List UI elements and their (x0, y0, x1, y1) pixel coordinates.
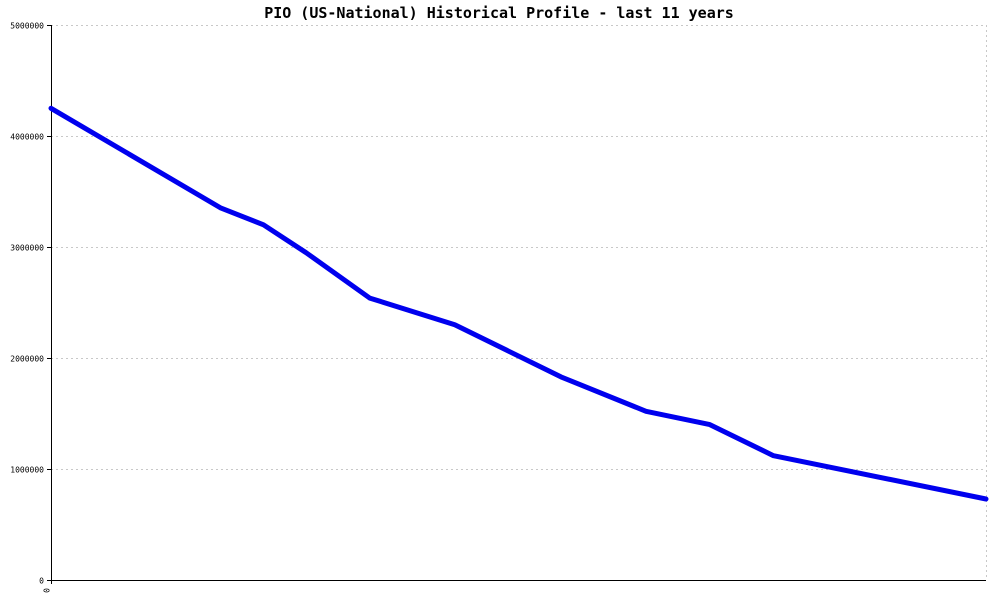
series-line (48, 105, 989, 502)
x-tick-label: 0 (43, 588, 52, 593)
grid-layer (51, 25, 987, 580)
y-tick-label: 3000000 (10, 244, 44, 253)
y-tick-label: 1000000 (10, 466, 44, 475)
y-tick-label: 5000000 (10, 22, 44, 31)
series-layer (48, 105, 989, 502)
y-tick-label: 0 (39, 577, 44, 586)
chart-title: PIO (US-National) Historical Profile - l… (264, 4, 734, 22)
y-tick-label: 2000000 (10, 355, 44, 364)
axes-layer (47, 25, 986, 584)
y-tick-labels: 0 1000000 2000000 3000000 4000000 5000000 (10, 22, 44, 586)
x-tick-labels: 0 (43, 588, 52, 593)
y-tick-label: 4000000 (10, 133, 44, 142)
